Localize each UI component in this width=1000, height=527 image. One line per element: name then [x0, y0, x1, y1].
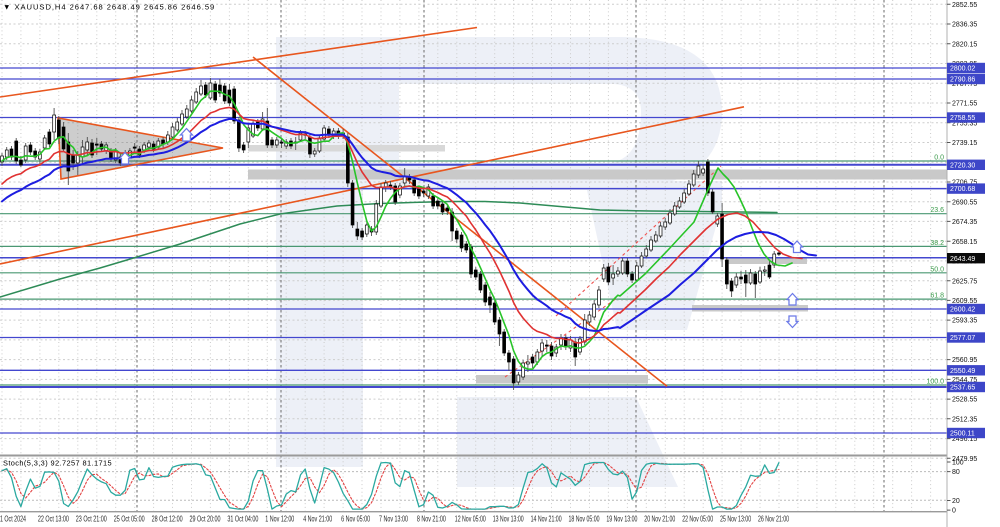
svg-text:2706.75: 2706.75 [952, 180, 977, 187]
svg-text:2820.15: 2820.15 [952, 41, 977, 48]
svg-text:2643.49: 2643.49 [950, 256, 975, 263]
svg-text:1 Nov 12:00: 1 Nov 12:00 [265, 515, 294, 524]
svg-text:2674.35: 2674.35 [952, 219, 977, 226]
svg-text:14 Nov 21:00: 14 Nov 21:00 [531, 515, 562, 524]
svg-text:7 Nov 13:00: 7 Nov 13:00 [379, 515, 408, 524]
svg-text:2720.30: 2720.30 [950, 162, 975, 169]
svg-text:2560.95: 2560.95 [952, 357, 977, 364]
svg-text:2593.35: 2593.35 [952, 318, 977, 325]
svg-text:2500.11: 2500.11 [950, 431, 975, 438]
svg-text:2700.68: 2700.68 [950, 186, 975, 193]
svg-text:26 Nov 21:00: 26 Nov 21:00 [758, 515, 789, 524]
svg-text:13 Nov 13:00: 13 Nov 13:00 [493, 515, 524, 524]
svg-text:Stoch(5,3,3) 92.7257 81.1715: Stoch(5,3,3) 92.7257 81.1715 [3, 459, 112, 468]
svg-text:29 Oct 20:00: 29 Oct 20:00 [190, 515, 221, 524]
svg-text:20: 20 [952, 498, 960, 505]
svg-text:2544.75: 2544.75 [952, 377, 977, 384]
svg-text:38.2: 38.2 [930, 240, 944, 247]
svg-text:20 Nov 21:00: 20 Nov 21:00 [644, 515, 675, 524]
svg-text:2836.35: 2836.35 [952, 22, 977, 29]
svg-text:50.0: 50.0 [930, 266, 944, 273]
svg-text:21 Oct 2024: 21 Oct 2024 [0, 515, 26, 524]
svg-text:2625.75: 2625.75 [952, 278, 977, 285]
svg-text:2512.35: 2512.35 [952, 416, 977, 423]
svg-text:31 Oct 04:00: 31 Oct 04:00 [227, 515, 258, 524]
svg-text:2800.02: 2800.02 [950, 66, 975, 73]
svg-text:19 Nov 13:00: 19 Nov 13:00 [606, 515, 637, 524]
svg-text:2690.55: 2690.55 [952, 199, 977, 206]
svg-text:2771.55: 2771.55 [952, 101, 977, 108]
svg-text:2496.15: 2496.15 [952, 436, 977, 443]
svg-text:0: 0 [952, 508, 956, 515]
svg-text:2658.15: 2658.15 [952, 239, 977, 246]
svg-text:18 Nov 05:00: 18 Nov 05:00 [569, 515, 600, 524]
svg-text:0.0: 0.0 [934, 155, 944, 162]
svg-text:2550.49: 2550.49 [950, 368, 975, 375]
svg-text:22 Oct 13:00: 22 Oct 13:00 [38, 515, 69, 524]
svg-text:2528.55: 2528.55 [952, 397, 977, 404]
svg-text:2739.15: 2739.15 [952, 140, 977, 147]
svg-text:2755.35: 2755.35 [952, 120, 977, 127]
svg-text:22 Nov 05:00: 22 Nov 05:00 [682, 515, 713, 524]
svg-text:25 Oct 05:00: 25 Oct 05:00 [114, 515, 145, 524]
svg-text:6 Nov 05:00: 6 Nov 05:00 [341, 515, 370, 524]
svg-text:61.8: 61.8 [930, 293, 944, 300]
svg-text:▼ XAUUSD,H4 2647.68 2648.49: ▼ XAUUSD,H4 2647.68 2648.49 2645.86 2646… [3, 3, 215, 12]
svg-text:2479.95: 2479.95 [952, 456, 977, 463]
svg-text:2758.55: 2758.55 [950, 115, 975, 122]
svg-text:8 Nov 21:00: 8 Nov 21:00 [417, 515, 446, 524]
svg-text:2852.55: 2852.55 [952, 2, 977, 9]
svg-text:100.0: 100.0 [926, 379, 944, 386]
svg-text:28 Oct 12:00: 28 Oct 12:00 [152, 515, 183, 524]
svg-text:2600.42: 2600.42 [950, 307, 975, 314]
svg-text:2577.07: 2577.07 [950, 335, 975, 342]
svg-text:2790.86: 2790.86 [950, 77, 975, 84]
svg-text:23 Oct 21:00: 23 Oct 21:00 [76, 515, 107, 524]
svg-text:100: 100 [952, 460, 964, 467]
svg-text:80: 80 [952, 469, 960, 476]
svg-text:23.6: 23.6 [930, 207, 944, 214]
svg-text:2609.55: 2609.55 [952, 298, 977, 305]
svg-text:2537.65: 2537.65 [950, 385, 975, 392]
svg-text:4 Nov 21:00: 4 Nov 21:00 [303, 515, 332, 524]
svg-text:12 Nov 05:00: 12 Nov 05:00 [455, 515, 486, 524]
svg-text:25 Nov 13:00: 25 Nov 13:00 [720, 515, 751, 524]
svg-text:2787.75: 2787.75 [952, 81, 977, 88]
